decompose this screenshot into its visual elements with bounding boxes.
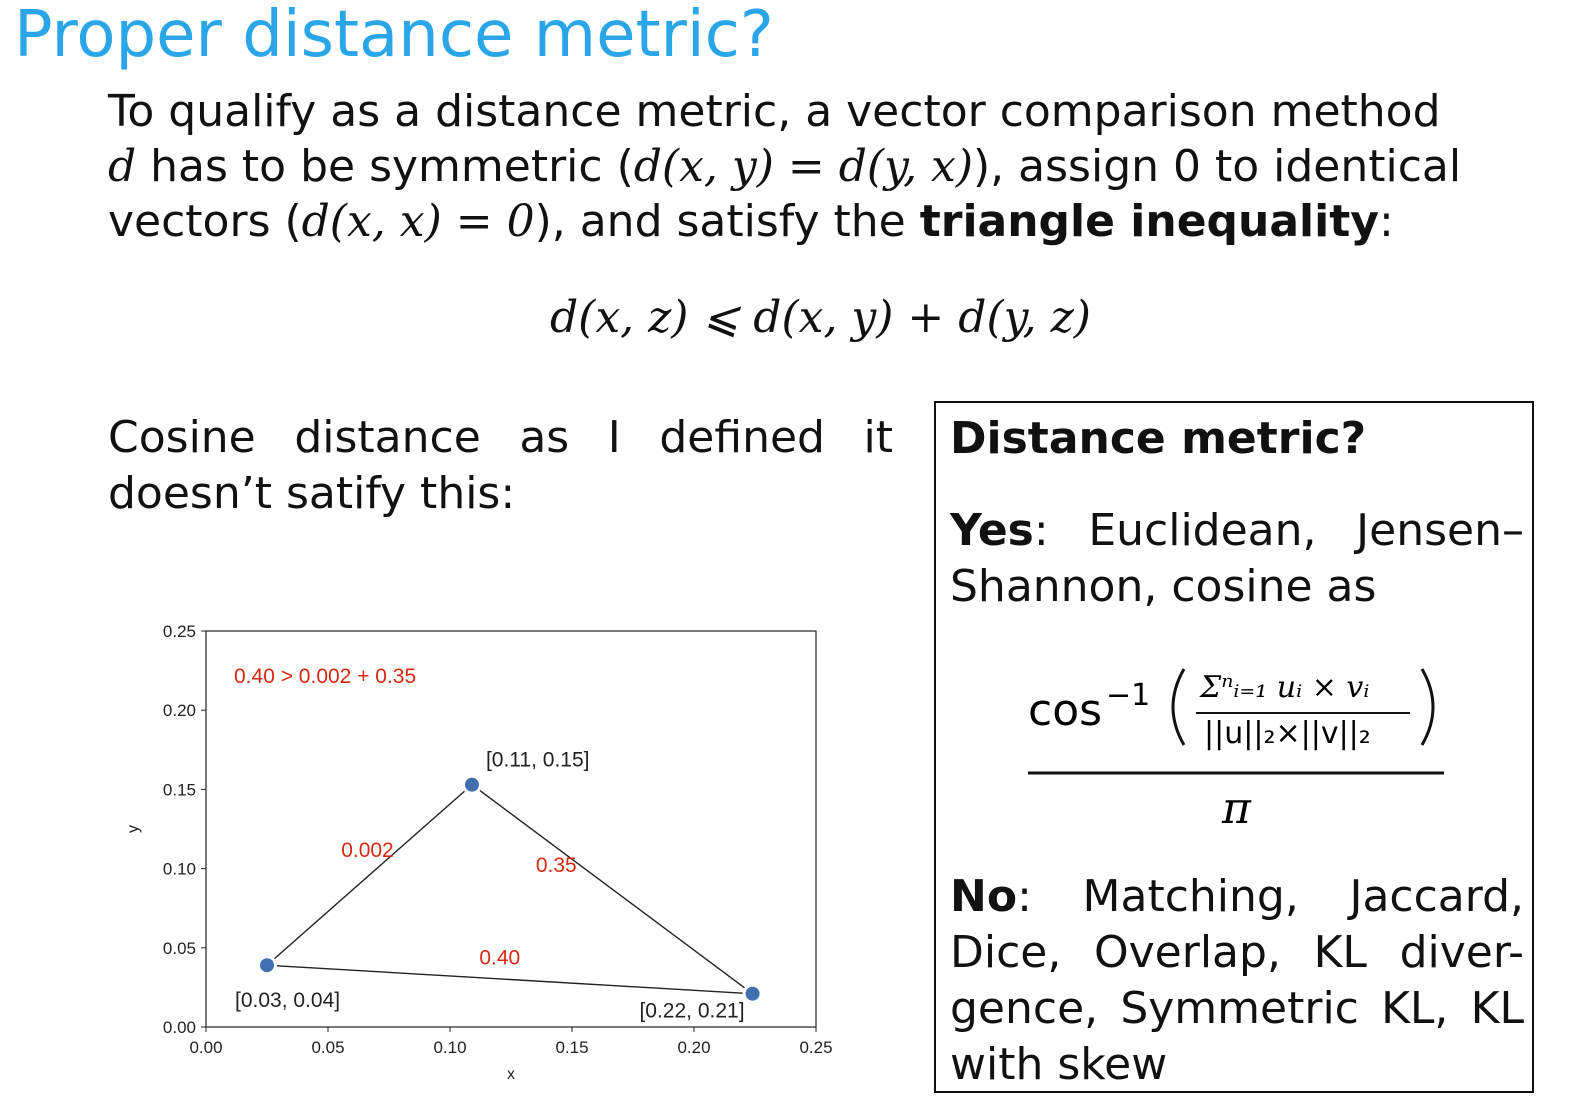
formula-numerator: Σⁿᵢ₌₁ uᵢ × vᵢ bbox=[1199, 670, 1369, 705]
intro-line-1: To qualify as a distance metric, a vecto… bbox=[108, 86, 1441, 137]
data-point bbox=[745, 986, 760, 1001]
formula-exponent: −1 bbox=[1106, 678, 1150, 713]
edge-line bbox=[276, 965, 743, 994]
cosine-note-line-2: doesn’t satify this: bbox=[108, 468, 516, 519]
intro-line-2-text-b: ), assign 0 to identical bbox=[973, 141, 1462, 192]
data-point bbox=[260, 958, 274, 973]
x-tick-label: 0.10 bbox=[433, 1038, 466, 1057]
edge-label: 0.40 bbox=[479, 946, 520, 969]
no-line-4: with skew bbox=[950, 1039, 1168, 1090]
identity-formula: d(x, x) = 0 bbox=[301, 196, 535, 247]
yes-label: Yes bbox=[950, 505, 1034, 556]
point-label: [0.03, 0.04] bbox=[235, 989, 340, 1012]
formula-right-paren bbox=[1420, 668, 1435, 746]
triangle-inequality-term: triangle inequality bbox=[919, 196, 1379, 247]
intro-line-3-text-b: ), and satisfy the bbox=[534, 196, 920, 247]
y-tick-label: 0.05 bbox=[163, 939, 196, 958]
x-tick-label: 0.25 bbox=[799, 1038, 832, 1057]
formula-denominator: ||u||₂×||v||₂ bbox=[1204, 716, 1371, 751]
point-label: [0.22, 0.21] bbox=[639, 1000, 744, 1023]
intro-line-2-text-a: has to be symmetric ( bbox=[136, 141, 634, 192]
distance-metric-box: Distance metric? Yes: Euclidean, Jensen–… bbox=[934, 401, 1534, 1093]
chart-annotation: 0.40 > 0.002 + 0.35 bbox=[234, 665, 416, 688]
no-line-1: No: Matching, Jaccard, bbox=[950, 869, 1524, 925]
no-line-3: gence, Symmetric KL, KL bbox=[950, 983, 1524, 1034]
y-tick-label: 0.20 bbox=[163, 701, 196, 720]
point-label: [0.11, 0.15] bbox=[486, 749, 590, 772]
edge-line bbox=[274, 790, 465, 960]
y-axis-label: y bbox=[125, 825, 142, 833]
y-tick-label: 0.15 bbox=[163, 780, 196, 799]
formula-divisor: π bbox=[1221, 783, 1252, 833]
plot-frame bbox=[205, 630, 817, 1028]
metric-symbol: d bbox=[108, 141, 137, 192]
slide-title: Proper distance metric? bbox=[14, 0, 774, 72]
data-point bbox=[464, 777, 479, 792]
formula-func: cos bbox=[1028, 685, 1102, 736]
box-title: Distance metric? bbox=[950, 413, 1367, 464]
cosine-note: Cosine distance as I defined it doesn’t … bbox=[108, 410, 893, 522]
cosine-note-line-1: Cosine distance as I defined it bbox=[108, 412, 893, 463]
y-tick-label: 0.00 bbox=[163, 1018, 196, 1037]
no-label: No bbox=[950, 871, 1018, 922]
x-tick-label: 0.15 bbox=[555, 1038, 588, 1057]
symmetry-formula: d(x, y) = d(y, x) bbox=[633, 141, 974, 192]
yes-line-1: Yes: Euclidean, Jensen– bbox=[950, 503, 1524, 559]
x-tick-label: 0.05 bbox=[311, 1038, 344, 1057]
y-tick-label: 0.10 bbox=[163, 860, 196, 879]
intro-line-2: d has to be symmetric (d(x, y) = d(y, x)… bbox=[108, 139, 1548, 194]
yes-list: Yes: Euclidean, Jensen– Shannon, cosine … bbox=[950, 503, 1524, 615]
y-tick-label: 0.25 bbox=[163, 622, 196, 641]
no-text-1: : Matching, Jaccard, bbox=[1017, 871, 1524, 922]
x-axis-label: x bbox=[507, 1066, 515, 1083]
yes-line-2: Shannon, cosine as bbox=[950, 561, 1377, 612]
cosine-formula: cos −1 Σⁿᵢ₌₁ uᵢ × vᵢ ||u||₂×||v||₂ π bbox=[1028, 668, 1444, 833]
edge-label: 0.002 bbox=[341, 839, 394, 862]
triangle-chart: 0.00 0.05 0.10 0.15 0.20 0.25 0.00 0.05 0.10 0.15… bbox=[125, 622, 833, 1083]
triangle-inequality-formula: d(x, z) ⩽ d(x, y) + d(y, z) bbox=[550, 292, 1091, 343]
no-list: No: Matching, Jaccard, Dice, Overlap, KL… bbox=[950, 869, 1524, 1093]
intro-line-3-colon: : bbox=[1378, 196, 1394, 247]
yes-text-1: : Euclidean, Jensen– bbox=[1033, 505, 1524, 556]
x-tick-label: 0.00 bbox=[189, 1038, 222, 1057]
edge-line bbox=[479, 790, 745, 989]
edge-label: 0.35 bbox=[536, 854, 577, 877]
intro-line-3: vectors (d(x, x) = 0), and satisfy the t… bbox=[108, 194, 1548, 249]
intro-paragraph: To qualify as a distance metric, a vecto… bbox=[108, 84, 1548, 249]
x-tick-label: 0.20 bbox=[677, 1038, 710, 1057]
no-line-2: Dice, Overlap, KL diver- bbox=[950, 927, 1524, 978]
intro-line-3-text-a: vectors ( bbox=[108, 196, 302, 247]
chart-layer: 0.00 0.05 0.10 0.15 0.20 0.25 0.00 0.05 0.10 0.15… bbox=[125, 622, 833, 1083]
formula-left-paren bbox=[1171, 668, 1186, 746]
